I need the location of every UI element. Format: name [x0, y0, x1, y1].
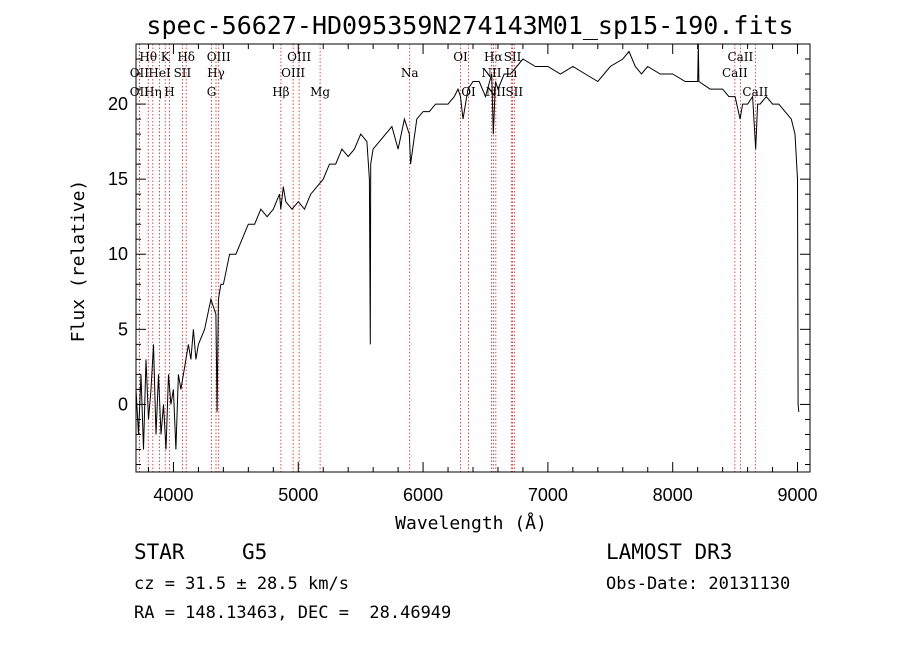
spectral-line-label: NII [481, 66, 501, 80]
spectral-line-label: CaII [727, 50, 753, 64]
spectral-line-label: CaII [722, 66, 748, 80]
x-tick-label: 9000 [777, 485, 817, 505]
x-tick-label: 4000 [153, 485, 193, 505]
spectral-line-label: CaII [742, 85, 768, 99]
plot-frame [135, 43, 811, 473]
x-axis-label: Wavelength (Å) [395, 512, 547, 534]
spectral-line-label: Hη [144, 85, 162, 99]
spectral-line-label: Hα [484, 50, 503, 64]
spectral-line-label: OIII [207, 50, 231, 64]
spectral-line-label: Hθ [139, 50, 157, 64]
redshift-line: cz = 31.5 ± 28.5 km/s [134, 574, 349, 594]
object-class: STAR [134, 540, 185, 564]
spectral-line-label: Na [401, 66, 419, 80]
spectral-line-label: SII [504, 50, 522, 64]
spectral-line-markers [138, 44, 756, 472]
y-tick-label: 20 [108, 94, 128, 114]
spectral-line-label: OII [130, 85, 150, 99]
spectral-line-label: NII [486, 85, 506, 99]
spectral-line-label: OIII [287, 50, 311, 64]
object-subclass: G5 [242, 540, 268, 564]
spectral-line-label: Hβ [272, 85, 289, 99]
spectrum-series-line [135, 43, 800, 450]
y-tick-label: 10 [108, 244, 128, 264]
y-tick-label: 15 [108, 169, 128, 189]
spectral-line-label: OII [130, 66, 150, 80]
spectral-line-label: G [207, 85, 217, 99]
x-axis-ticks: 4000 5000 6000 7000 8000 9000 [147, 44, 818, 505]
spectral-line-label: HeI [148, 66, 171, 80]
spectral-line-label: SII [174, 66, 192, 80]
chart-title: spec-56627-HD095359N274143M01_sp15-190.f… [146, 11, 793, 40]
spectral-line-label: SII [505, 85, 523, 99]
x-tick-label: 5000 [278, 485, 318, 505]
y-tick-label: 0 [118, 394, 128, 414]
y-tick-label: 5 [118, 319, 128, 339]
x-tick-label: 7000 [528, 485, 568, 505]
y-axis-label: Flux (relative) [68, 180, 89, 343]
spectral-line-label: OI [453, 50, 468, 64]
spectral-line-label: Mg [310, 85, 330, 99]
x-tick-label: 8000 [653, 485, 693, 505]
y-axis-ticks: 0 5 10 15 20 [108, 58, 810, 465]
spectral-line-label: Hγ [207, 66, 225, 80]
obs-date-line: Obs-Date: 20131130 [606, 574, 791, 594]
spectral-line-label: H [164, 85, 174, 99]
spectral-line-label: OIII [281, 66, 305, 80]
spectral-line-label: K [161, 50, 171, 64]
survey-name: LAMOST DR3 [606, 540, 733, 564]
coordinates-line: RA = 148.13463, DEC = 28.46949 [134, 603, 452, 623]
x-tick-label: 6000 [403, 485, 443, 505]
spectral-line-label: OI [461, 85, 476, 99]
spectral-line-label: Hδ [177, 50, 195, 64]
